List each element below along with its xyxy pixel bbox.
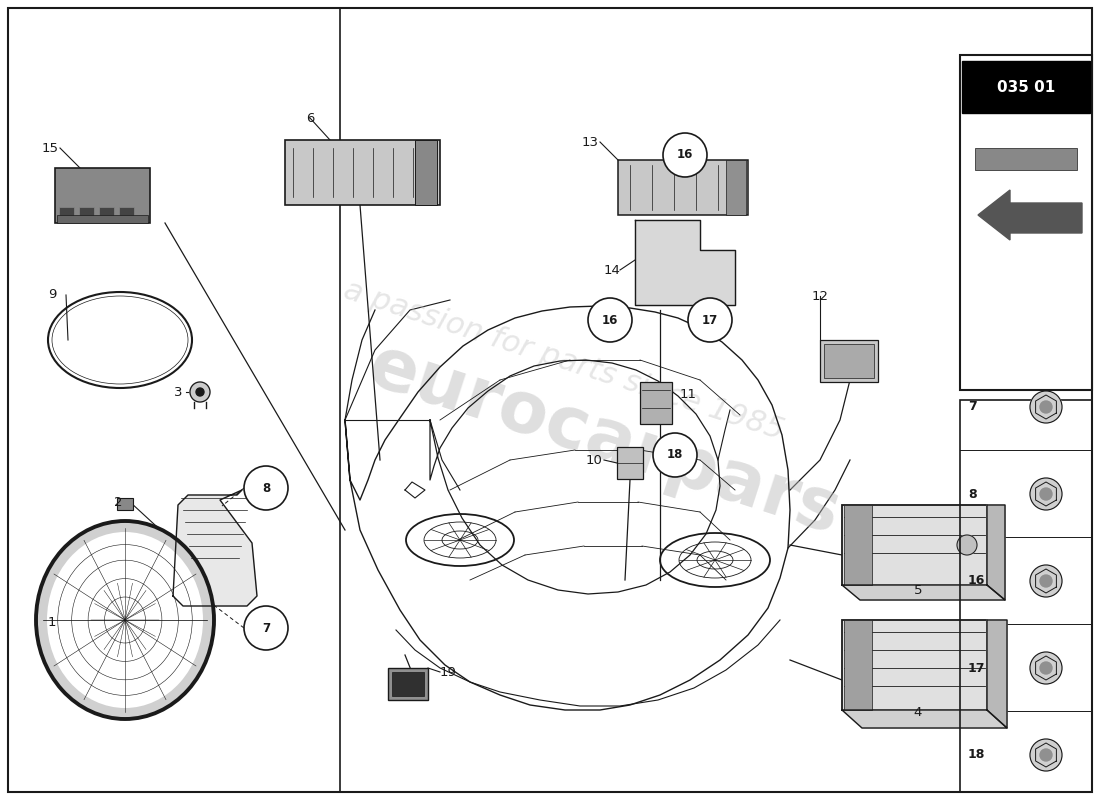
Circle shape <box>1030 391 1062 423</box>
Text: 11: 11 <box>680 389 696 402</box>
Text: 18: 18 <box>667 449 683 462</box>
Text: 16: 16 <box>968 574 986 587</box>
Polygon shape <box>635 220 735 305</box>
Bar <box>975 148 1077 170</box>
Text: 035 01: 035 01 <box>997 79 1055 94</box>
Circle shape <box>1040 488 1052 500</box>
Text: 8: 8 <box>262 482 271 494</box>
Bar <box>415 140 437 205</box>
Circle shape <box>1030 565 1062 597</box>
Text: 4: 4 <box>914 706 922 718</box>
Bar <box>824 344 874 378</box>
Text: 6: 6 <box>306 111 315 125</box>
Text: 9: 9 <box>47 289 56 302</box>
Bar <box>844 505 872 585</box>
Circle shape <box>196 388 204 396</box>
Circle shape <box>1030 739 1062 771</box>
Bar <box>842 620 987 710</box>
Bar <box>726 160 746 215</box>
Text: 19: 19 <box>440 666 456 678</box>
Bar <box>842 505 987 585</box>
Polygon shape <box>842 585 1005 600</box>
Text: 7: 7 <box>968 401 977 414</box>
Polygon shape <box>987 505 1005 600</box>
Ellipse shape <box>36 521 215 719</box>
Circle shape <box>688 298 732 342</box>
Text: 10: 10 <box>585 454 603 466</box>
Bar <box>960 55 1092 390</box>
Bar <box>99 207 114 217</box>
Circle shape <box>653 433 697 477</box>
Bar <box>820 340 878 382</box>
Text: a passion for parts since 1985: a passion for parts since 1985 <box>340 275 788 445</box>
Polygon shape <box>173 490 257 606</box>
Polygon shape <box>987 620 1007 728</box>
Text: 7: 7 <box>262 622 271 634</box>
Bar <box>79 207 94 217</box>
Text: 12: 12 <box>812 290 828 302</box>
Circle shape <box>1040 575 1052 587</box>
Bar <box>962 61 1090 113</box>
Polygon shape <box>978 190 1082 240</box>
Bar <box>960 400 1092 792</box>
Bar <box>55 168 150 223</box>
Circle shape <box>588 298 632 342</box>
Text: 17: 17 <box>968 662 986 674</box>
Text: 13: 13 <box>582 135 598 149</box>
Bar <box>57 215 149 223</box>
Bar <box>640 382 672 424</box>
Circle shape <box>1040 749 1052 761</box>
Text: 5: 5 <box>914 583 922 597</box>
Circle shape <box>663 133 707 177</box>
Circle shape <box>190 382 210 402</box>
Text: 15: 15 <box>42 142 58 154</box>
Text: 14: 14 <box>604 263 620 277</box>
Text: 8: 8 <box>968 487 977 501</box>
Bar <box>388 668 428 700</box>
Text: 16: 16 <box>602 314 618 326</box>
Circle shape <box>1040 401 1052 413</box>
Circle shape <box>1030 652 1062 684</box>
Polygon shape <box>842 710 1006 728</box>
Bar <box>119 207 134 217</box>
Bar <box>844 620 872 710</box>
Circle shape <box>244 466 288 510</box>
Text: 18: 18 <box>968 749 986 762</box>
Bar <box>392 672 424 696</box>
Circle shape <box>957 535 977 555</box>
Text: 3: 3 <box>174 386 183 398</box>
Ellipse shape <box>47 532 204 708</box>
Bar <box>618 160 748 215</box>
Bar <box>59 207 74 217</box>
Text: 16: 16 <box>676 149 693 162</box>
Circle shape <box>1030 478 1062 510</box>
Text: eurocarpars: eurocarpars <box>360 331 849 549</box>
Text: 17: 17 <box>702 314 718 326</box>
Text: 1: 1 <box>47 615 56 629</box>
Bar <box>617 447 643 479</box>
Circle shape <box>244 606 288 650</box>
Text: 2: 2 <box>113 495 122 509</box>
Bar <box>117 498 133 510</box>
Circle shape <box>1040 662 1052 674</box>
Bar <box>285 140 440 205</box>
